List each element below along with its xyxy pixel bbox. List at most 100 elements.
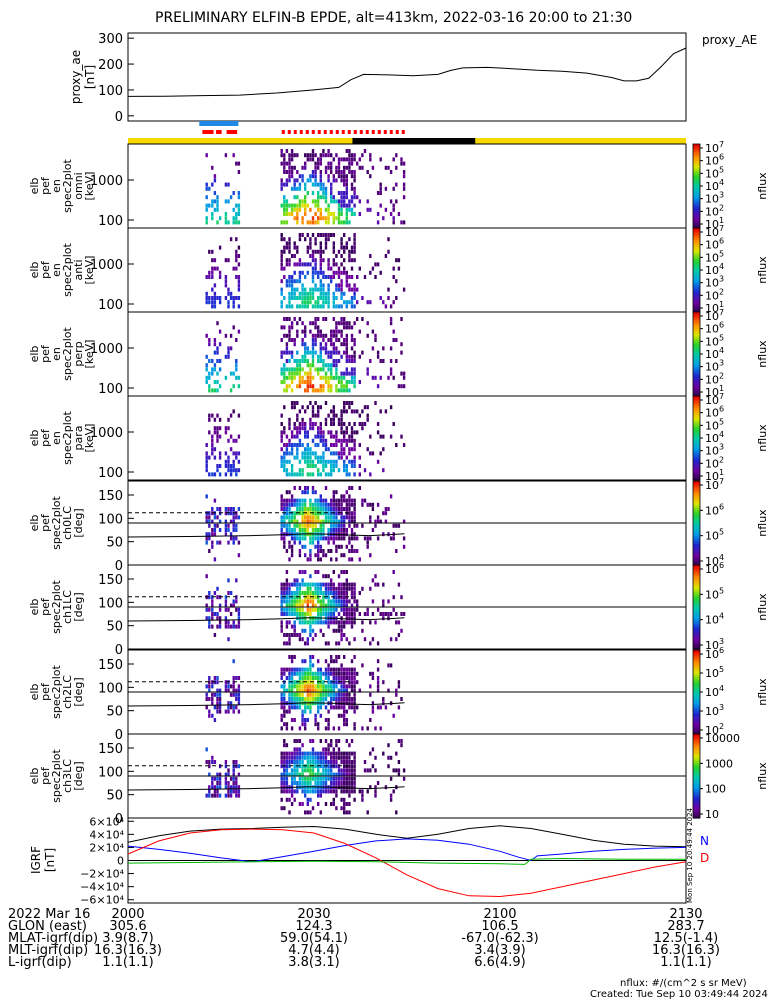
spec-cell [288,262,291,267]
spec-cell [324,553,328,558]
colorbar-cell [693,731,700,735]
spec-tick-label: 0 [115,812,123,827]
spec-cell [343,430,346,435]
spec-cell [350,266,354,271]
spec-cell [350,359,354,363]
spec-cell [322,300,325,305]
spec-cell [340,287,343,292]
spec-cell [229,705,233,710]
spec-cell [293,178,296,183]
colorbar-cell [693,200,700,204]
spec-cell [350,751,354,756]
spec-cell [227,459,230,464]
spec-cell [317,329,320,334]
spec-cell [335,515,338,520]
spec-cell [283,789,286,794]
spec-cell [343,701,346,706]
spec-cell [285,507,289,511]
spec-cell [301,607,304,612]
spec-cell [337,599,341,604]
spec-cell [330,451,333,456]
spec-cell [290,612,294,616]
spec-cell [327,283,330,288]
spec-cell [402,220,406,225]
spec-cell [280,789,283,794]
spec-cell [353,637,356,642]
spec-cell [296,262,299,267]
spec-cell [306,789,309,794]
spec-cell [327,760,330,764]
spec-cell [224,283,228,288]
spec-cell [298,498,302,503]
spec-cell [237,283,241,288]
spec-cell [350,595,354,600]
spec-cell [301,789,304,794]
spec-cell [314,350,317,355]
spec-cell [235,472,238,477]
spec-cell [361,165,364,170]
spec-cell [208,359,211,363]
colorbar-cell [693,493,700,497]
spec-cell [213,388,217,393]
spec-cell [322,438,325,443]
colorbar-cell [693,305,700,309]
spec-cell [227,464,230,468]
colorbar-cell [693,692,700,695]
spec-cell [314,321,317,326]
spec-cell [280,153,283,158]
spec-cell [324,502,328,507]
spec-cell [319,472,322,477]
spec-cell [330,195,333,200]
loss-cone-line [127,702,405,707]
spec-cell [224,375,228,380]
spec-cell [232,603,235,608]
spec-cell [293,291,296,296]
spec-cell [392,186,395,191]
spec-cell [327,363,330,368]
colorbar-cell [693,156,700,160]
spec-tick-label: 100 [98,298,123,313]
spec-cell [290,468,294,473]
spec-cell [208,536,211,541]
spec-cell [235,688,238,693]
spec-cell [374,519,377,524]
spec-cell [232,153,235,158]
spec-cell [216,199,219,204]
colorbar-cell [693,565,700,568]
spec-cell [340,212,343,216]
spec-cell [348,511,351,516]
spec-cell [340,371,343,376]
spec-cell [340,697,343,701]
spec-cell [290,170,294,174]
spec-cell [324,781,328,785]
spec-cell [317,507,320,511]
spec-cell [337,671,341,676]
spec-cell [353,586,356,591]
spec-cell [290,451,294,456]
spec-cell [319,430,322,435]
spec-cell [304,388,307,393]
spec-cell [304,203,307,208]
spec-cell [288,283,291,288]
spec-cell [348,153,351,158]
spec-cell [293,262,296,267]
spec-cell [301,502,304,507]
spec-cell [306,375,309,380]
spec-cell [389,494,393,499]
colorbar-cell [693,700,700,704]
spec-cell [288,697,291,701]
spec-cell [345,620,348,625]
spec-cell [311,486,315,490]
spec-cell [218,624,222,629]
spec-cell [343,591,346,595]
spec-cell [306,595,309,600]
spec-cell [296,612,299,616]
spec-cell [395,258,398,263]
spec-cell [304,422,307,426]
spec-cell [314,300,317,305]
spec-cell [330,338,333,342]
spec-cell [322,607,325,612]
spec-cell [296,329,299,334]
spec-cell [211,540,214,545]
spec-cell [304,153,307,158]
